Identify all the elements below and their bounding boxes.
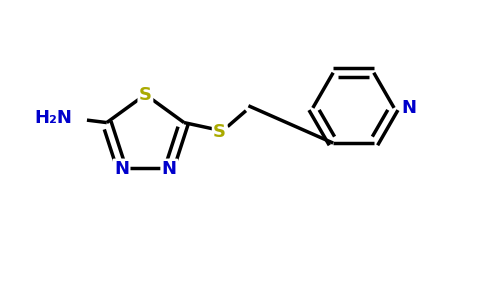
Text: H₂N: H₂N [34,109,72,127]
Text: N: N [162,160,177,178]
Text: N: N [114,160,129,178]
Text: S: S [139,85,152,103]
Text: N: N [402,99,417,117]
Text: S: S [213,122,226,140]
